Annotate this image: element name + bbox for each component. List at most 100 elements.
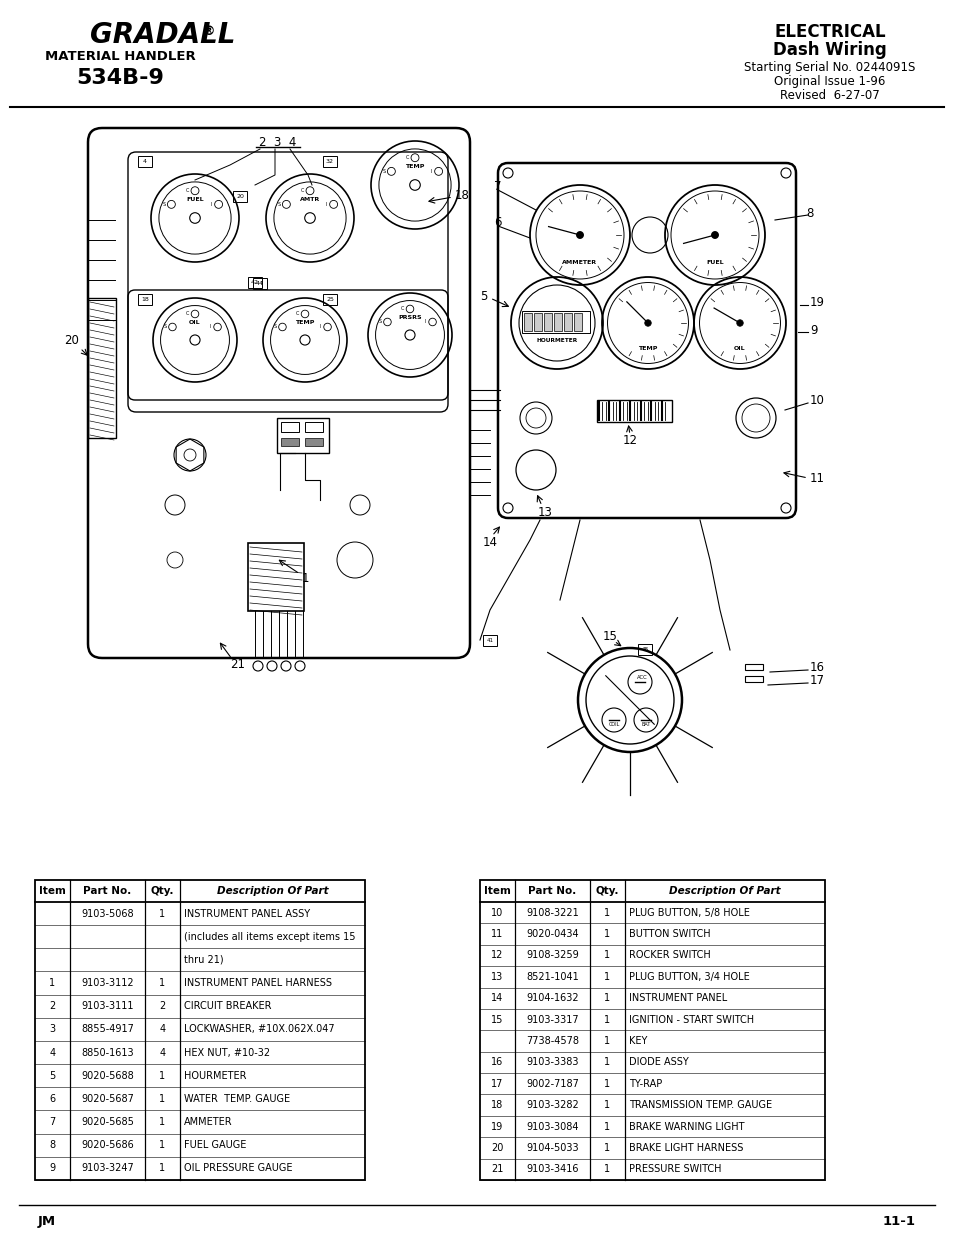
Circle shape: [190, 212, 200, 224]
Text: Original Issue 1-96: Original Issue 1-96: [774, 74, 884, 88]
Text: 11: 11: [491, 929, 503, 939]
Text: I: I: [210, 325, 211, 330]
Text: 20: 20: [491, 1142, 503, 1153]
Text: TRANSMISSION TEMP. GAUGE: TRANSMISSION TEMP. GAUGE: [628, 1100, 771, 1110]
Text: TEMP: TEMP: [295, 320, 314, 325]
Bar: [35, 881, 365, 1179]
Text: KEY: KEY: [628, 1036, 647, 1046]
Text: WATER  TEMP. GAUGE: WATER TEMP. GAUGE: [184, 1094, 290, 1104]
Text: ELECTRICAL: ELECTRICAL: [774, 23, 885, 41]
Text: 8521-1041: 8521-1041: [525, 972, 578, 982]
Text: 1: 1: [604, 908, 610, 918]
Text: 1: 1: [159, 1118, 166, 1128]
Text: 1: 1: [159, 1140, 166, 1150]
Circle shape: [190, 335, 200, 345]
Text: 20: 20: [235, 194, 244, 199]
Text: 32: 32: [326, 158, 334, 163]
Text: 9103-3416: 9103-3416: [526, 1165, 578, 1174]
Text: 13: 13: [537, 505, 552, 519]
Text: 12: 12: [491, 951, 503, 961]
Text: (includes all items except items 15: (includes all items except items 15: [184, 931, 355, 942]
Text: 1: 1: [604, 1121, 610, 1131]
Text: 9104-1632: 9104-1632: [526, 993, 578, 1003]
Bar: [563, 312, 572, 331]
Text: 5: 5: [479, 289, 487, 303]
Text: 7: 7: [494, 179, 501, 193]
Text: HOURMETER: HOURMETER: [184, 1071, 246, 1081]
Text: S: S: [378, 320, 381, 325]
Text: 1: 1: [159, 1163, 166, 1173]
Text: 8: 8: [805, 206, 813, 220]
Text: AMMETER: AMMETER: [184, 1118, 233, 1128]
Circle shape: [711, 231, 718, 238]
Text: 2  3  4: 2 3 4: [259, 136, 296, 148]
Bar: [543, 312, 552, 331]
Text: 1: 1: [604, 951, 610, 961]
Text: Item: Item: [483, 885, 511, 897]
Text: AMMETER: AMMETER: [562, 261, 597, 266]
Text: 15: 15: [602, 631, 617, 643]
Bar: [597, 400, 671, 422]
Bar: [323, 156, 336, 167]
Text: 4: 4: [50, 1047, 55, 1057]
Text: C: C: [186, 311, 190, 316]
Text: BRAKE WARNING LIGHT: BRAKE WARNING LIGHT: [628, 1121, 743, 1131]
Text: S: S: [164, 325, 167, 330]
Text: S: S: [277, 201, 280, 206]
Text: 18: 18: [141, 296, 149, 301]
Text: 9020-5685: 9020-5685: [81, 1118, 133, 1128]
Text: 10: 10: [809, 394, 824, 406]
Text: 42: 42: [251, 279, 258, 284]
Text: FUEL GAUGE: FUEL GAUGE: [184, 1140, 246, 1150]
Text: PLUG BUTTON, 3/4 HOLE: PLUG BUTTON, 3/4 HOLE: [628, 972, 749, 982]
Text: 14: 14: [491, 993, 503, 1003]
Bar: [554, 312, 561, 331]
Text: thru 21): thru 21): [184, 955, 223, 965]
Text: JM: JM: [38, 1215, 56, 1229]
Text: 11: 11: [809, 472, 824, 484]
Text: 9002-7187: 9002-7187: [525, 1078, 578, 1089]
Text: OIL PRESSURE GAUGE: OIL PRESSURE GAUGE: [184, 1163, 293, 1173]
Text: 7: 7: [50, 1118, 55, 1128]
Text: 15: 15: [491, 1015, 503, 1025]
Text: Revised  6-27-07: Revised 6-27-07: [780, 89, 879, 101]
Text: 19: 19: [809, 295, 824, 309]
Text: 9108-3259: 9108-3259: [525, 951, 578, 961]
Text: 534B-9: 534B-9: [76, 68, 164, 88]
Text: HEX NUT, #10-32: HEX NUT, #10-32: [184, 1047, 270, 1057]
Text: I: I: [211, 201, 212, 206]
Bar: [248, 277, 262, 288]
Text: COIL: COIL: [608, 722, 619, 727]
Text: TEMP: TEMP: [638, 346, 657, 351]
Text: 9104-5033: 9104-5033: [526, 1142, 578, 1153]
Text: 12: 12: [622, 433, 637, 447]
Text: 1: 1: [604, 1165, 610, 1174]
Text: INSTRUMENT PANEL ASSY: INSTRUMENT PANEL ASSY: [184, 909, 310, 919]
Text: LOCKWASHER, #10X.062X.047: LOCKWASHER, #10X.062X.047: [184, 1024, 335, 1035]
Bar: [323, 294, 336, 305]
Text: C: C: [401, 306, 404, 311]
Bar: [534, 312, 541, 331]
Text: 17: 17: [491, 1078, 503, 1089]
Text: C: C: [186, 188, 189, 193]
Text: 2: 2: [50, 1002, 55, 1011]
Text: 21: 21: [491, 1165, 503, 1174]
Text: Description Of Part: Description Of Part: [216, 885, 328, 897]
Circle shape: [404, 330, 415, 340]
Text: 4: 4: [143, 158, 147, 163]
Text: C: C: [295, 311, 299, 316]
Text: Starting Serial No. 0244091S: Starting Serial No. 0244091S: [743, 61, 915, 74]
Text: 7738-4578: 7738-4578: [525, 1036, 578, 1046]
Bar: [305, 422, 323, 432]
Text: HOURMETER: HOURMETER: [536, 337, 577, 342]
Text: 1: 1: [604, 972, 610, 982]
Text: 1: 1: [604, 1142, 610, 1153]
Text: 14: 14: [482, 536, 497, 548]
Text: 1: 1: [604, 929, 610, 939]
Text: 6: 6: [50, 1094, 55, 1104]
Text: PLUG BUTTON, 5/8 HOLE: PLUG BUTTON, 5/8 HOLE: [628, 908, 749, 918]
Text: 16: 16: [809, 662, 824, 674]
Circle shape: [576, 231, 583, 238]
Text: 9103-3111: 9103-3111: [81, 1002, 133, 1011]
Text: 10: 10: [491, 908, 503, 918]
